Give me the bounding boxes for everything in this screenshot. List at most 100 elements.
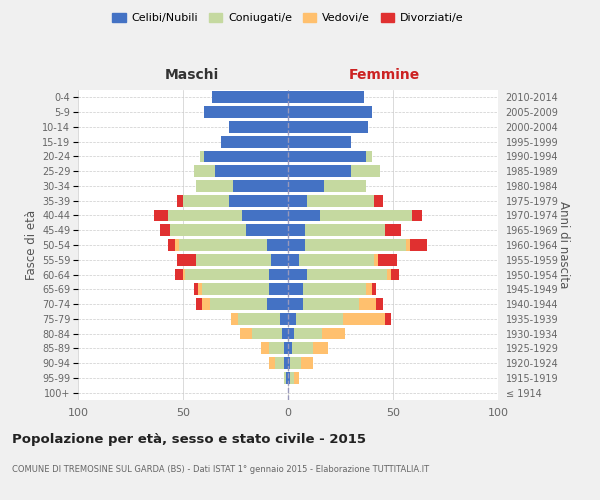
Bar: [193, 284, 198, 295]
Bar: [376, 298, 383, 310]
Bar: [303, 298, 359, 310]
Bar: [295, 372, 299, 384]
Bar: [307, 268, 387, 280]
Bar: [288, 224, 305, 236]
Bar: [202, 284, 269, 295]
Legend: Celibi/Nubili, Coniugati/e, Vedovi/e, Divorziati/e: Celibi/Nubili, Coniugati/e, Vedovi/e, Di…: [108, 8, 468, 28]
Bar: [288, 268, 307, 280]
Bar: [196, 254, 271, 266]
Bar: [202, 298, 210, 310]
Bar: [238, 313, 280, 324]
Bar: [391, 268, 400, 280]
Bar: [410, 239, 427, 251]
Text: Popolazione per età, sesso e stato civile - 2015: Popolazione per età, sesso e stato civil…: [12, 432, 366, 446]
Bar: [284, 357, 288, 369]
Bar: [387, 268, 391, 280]
Bar: [168, 210, 242, 222]
Bar: [179, 239, 267, 251]
Bar: [288, 357, 290, 369]
Bar: [185, 268, 269, 280]
Bar: [288, 106, 372, 118]
Bar: [246, 224, 288, 236]
Bar: [288, 328, 295, 340]
Bar: [267, 239, 288, 251]
Bar: [324, 180, 366, 192]
Bar: [269, 268, 288, 280]
Y-axis label: Anni di nascita: Anni di nascita: [557, 202, 569, 288]
Bar: [290, 357, 301, 369]
Bar: [168, 239, 175, 251]
Bar: [175, 239, 179, 251]
Bar: [183, 195, 229, 206]
Bar: [154, 210, 168, 222]
Bar: [366, 284, 372, 295]
Bar: [295, 328, 322, 340]
Bar: [322, 328, 345, 340]
Bar: [198, 284, 202, 295]
Bar: [229, 195, 288, 206]
Bar: [183, 268, 185, 280]
Bar: [320, 210, 412, 222]
Bar: [288, 166, 351, 177]
Bar: [305, 224, 385, 236]
Bar: [196, 298, 202, 310]
Bar: [292, 342, 313, 354]
Bar: [379, 254, 397, 266]
Bar: [271, 254, 288, 266]
Bar: [374, 254, 379, 266]
Bar: [280, 313, 288, 324]
Bar: [269, 357, 275, 369]
Bar: [301, 357, 313, 369]
Bar: [261, 342, 269, 354]
Bar: [282, 328, 288, 340]
Bar: [170, 224, 246, 236]
Bar: [296, 313, 343, 324]
Bar: [176, 254, 196, 266]
Text: Femmine: Femmine: [349, 68, 420, 82]
Bar: [385, 313, 391, 324]
Bar: [305, 239, 406, 251]
Bar: [175, 268, 183, 280]
Bar: [351, 166, 380, 177]
Bar: [307, 195, 374, 206]
Bar: [288, 372, 290, 384]
Bar: [303, 284, 366, 295]
Text: COMUNE DI TREMOSINE SUL GARDA (BS) - Dati ISTAT 1° gennaio 2015 - Elaborazione T: COMUNE DI TREMOSINE SUL GARDA (BS) - Dat…: [12, 466, 429, 474]
Text: Maschi: Maschi: [164, 68, 218, 82]
Bar: [242, 210, 288, 222]
Bar: [252, 328, 282, 340]
Bar: [240, 328, 252, 340]
Bar: [286, 372, 288, 384]
Bar: [176, 195, 183, 206]
Bar: [269, 284, 288, 295]
Bar: [288, 313, 296, 324]
Bar: [160, 224, 170, 236]
Bar: [359, 298, 376, 310]
Bar: [200, 150, 204, 162]
Bar: [313, 342, 328, 354]
Bar: [284, 372, 286, 384]
Bar: [288, 342, 292, 354]
Bar: [288, 298, 303, 310]
Bar: [406, 239, 410, 251]
Bar: [284, 342, 288, 354]
Bar: [288, 239, 305, 251]
Bar: [210, 298, 267, 310]
Bar: [288, 210, 320, 222]
Bar: [204, 106, 288, 118]
Bar: [288, 195, 307, 206]
Bar: [204, 150, 288, 162]
Bar: [366, 150, 372, 162]
Bar: [299, 254, 374, 266]
Bar: [374, 195, 383, 206]
Bar: [275, 357, 284, 369]
Bar: [343, 313, 385, 324]
Bar: [288, 284, 303, 295]
Bar: [215, 166, 288, 177]
Bar: [288, 136, 351, 147]
Bar: [196, 180, 233, 192]
Bar: [288, 254, 299, 266]
Bar: [232, 313, 238, 324]
Bar: [221, 136, 288, 147]
Bar: [385, 224, 401, 236]
